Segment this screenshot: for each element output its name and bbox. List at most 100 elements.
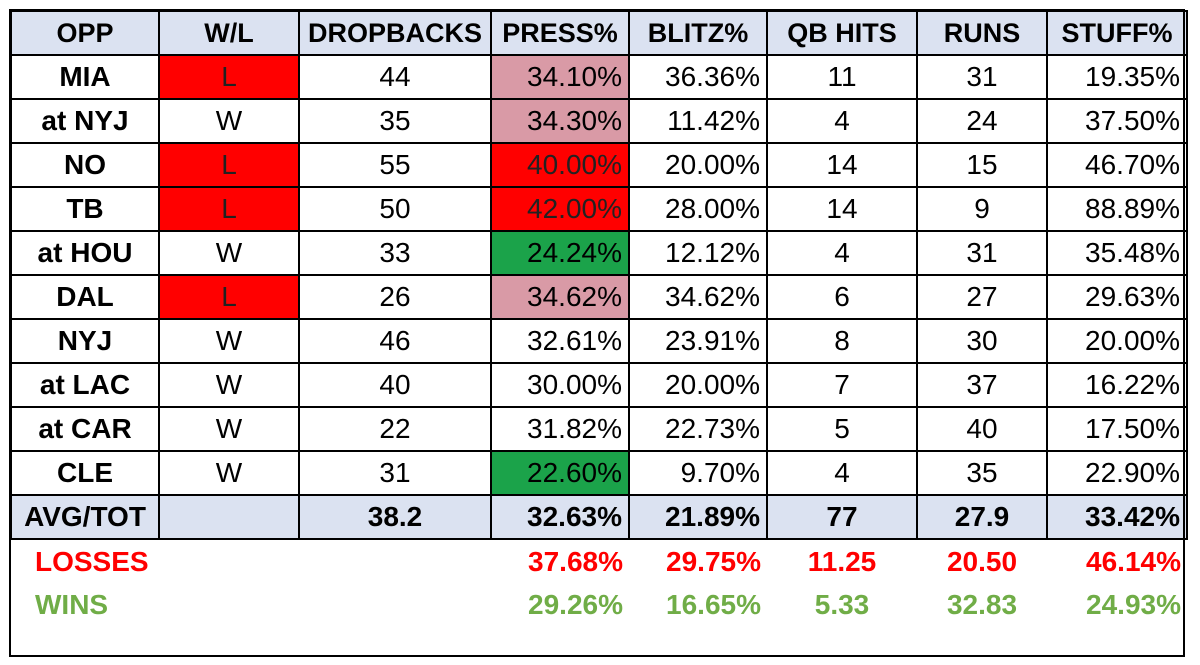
blitz-cell: 12.12%: [628, 230, 768, 276]
table-row: NYJ W 46 32.61% 23.91% 8 30 20.00%: [10, 318, 1188, 364]
losses-label: LOSSES: [11, 539, 491, 583]
blitz-cell: 20.00%: [628, 362, 768, 408]
header-qb-hits: QB HITS: [766, 10, 918, 56]
dropbacks-cell: 22: [298, 406, 492, 452]
qb-hits-cell: 11: [766, 54, 918, 100]
wins-press: 29.26%: [491, 583, 629, 627]
dropbacks-cell: 40: [298, 362, 492, 408]
losses-press: 37.68%: [491, 539, 629, 583]
header-runs: RUNS: [916, 10, 1048, 56]
dropbacks-cell: 26: [298, 274, 492, 320]
avg-blitz: 21.89%: [628, 494, 768, 540]
blitz-cell: 9.70%: [628, 450, 768, 496]
dropbacks-cell: 33: [298, 230, 492, 276]
avg-runs: 27.9: [916, 494, 1048, 540]
stuff-cell: 35.48%: [1046, 230, 1188, 276]
stuff-cell: 29.63%: [1046, 274, 1188, 320]
table-row: at CAR W 22 31.82% 22.73% 5 40 17.50%: [10, 406, 1188, 452]
avg-wl: [158, 494, 300, 540]
runs-cell: 37: [916, 362, 1048, 408]
wl-cell: W: [158, 318, 300, 364]
wl-cell: L: [158, 186, 300, 232]
opp-cell: at HOU: [10, 230, 160, 276]
wl-cell: W: [158, 98, 300, 144]
runs-cell: 40: [916, 406, 1048, 452]
wins-qb-hits: 5.33: [767, 583, 917, 627]
wins-runs: 32.83: [917, 583, 1047, 627]
runs-cell: 9: [916, 186, 1048, 232]
opp-cell: NYJ: [10, 318, 160, 364]
opp-cell: MIA: [10, 54, 160, 100]
qb-hits-cell: 14: [766, 186, 918, 232]
opp-cell: at NYJ: [10, 98, 160, 144]
avg-press: 32.63%: [490, 494, 630, 540]
table-row: NO L 55 40.00% 20.00% 14 15 46.70%: [10, 142, 1188, 188]
press-cell: 24.24%: [490, 230, 630, 276]
avg-total-row: AVG/TOT 38.2 32.63% 21.89% 77 27.9 33.42%: [10, 494, 1188, 540]
runs-cell: 30: [916, 318, 1048, 364]
blitz-cell: 28.00%: [628, 186, 768, 232]
opp-cell: at LAC: [10, 362, 160, 408]
opp-cell: DAL: [10, 274, 160, 320]
header-blitz: BLITZ%: [628, 10, 768, 56]
stuff-cell: 37.50%: [1046, 98, 1188, 144]
press-cell: 40.00%: [490, 142, 630, 188]
opp-cell: TB: [10, 186, 160, 232]
avg-label: AVG/TOT: [10, 494, 160, 540]
press-cell: 22.60%: [490, 450, 630, 496]
avg-dropbacks: 38.2: [298, 494, 492, 540]
qb-hits-cell: 14: [766, 142, 918, 188]
stats-table: OPP W/L DROPBACKS PRESS% BLITZ% QB HITS …: [10, 10, 1188, 627]
qb-hits-cell: 8: [766, 318, 918, 364]
header-opp: OPP: [10, 10, 160, 56]
stuff-cell: 22.90%: [1046, 450, 1188, 496]
wl-cell: W: [158, 362, 300, 408]
header-wl: W/L: [158, 10, 300, 56]
table-row: at LAC W 40 30.00% 20.00% 7 37 16.22%: [10, 362, 1188, 408]
wl-cell: L: [158, 54, 300, 100]
opp-cell: NO: [10, 142, 160, 188]
blitz-cell: 20.00%: [628, 142, 768, 188]
dropbacks-cell: 50: [298, 186, 492, 232]
press-cell: 42.00%: [490, 186, 630, 232]
runs-cell: 27: [916, 274, 1048, 320]
qb-hits-cell: 4: [766, 450, 918, 496]
stuff-cell: 20.00%: [1046, 318, 1188, 364]
blitz-cell: 36.36%: [628, 54, 768, 100]
avg-qb-hits: 77: [766, 494, 918, 540]
wl-cell: L: [158, 274, 300, 320]
runs-cell: 35: [916, 450, 1048, 496]
header-stuff: STUFF%: [1046, 10, 1188, 56]
runs-cell: 15: [916, 142, 1048, 188]
dropbacks-cell: 31: [298, 450, 492, 496]
table-row: TB L 50 42.00% 28.00% 14 9 88.89%: [10, 186, 1188, 232]
blitz-cell: 11.42%: [628, 98, 768, 144]
stuff-cell: 19.35%: [1046, 54, 1188, 100]
qb-hits-cell: 6: [766, 274, 918, 320]
dropbacks-cell: 55: [298, 142, 492, 188]
qb-hits-cell: 5: [766, 406, 918, 452]
blitz-cell: 22.73%: [628, 406, 768, 452]
wl-cell: L: [158, 142, 300, 188]
wins-label: WINS: [11, 583, 491, 627]
header-row: OPP W/L DROPBACKS PRESS% BLITZ% QB HITS …: [10, 10, 1188, 56]
losses-qb-hits: 11.25: [767, 539, 917, 583]
press-cell: 32.61%: [490, 318, 630, 364]
wins-stuff: 24.93%: [1047, 583, 1187, 627]
wl-cell: W: [158, 406, 300, 452]
opp-cell: at CAR: [10, 406, 160, 452]
runs-cell: 24: [916, 98, 1048, 144]
qb-hits-cell: 4: [766, 98, 918, 144]
press-cell: 34.62%: [490, 274, 630, 320]
avg-stuff: 33.42%: [1046, 494, 1188, 540]
losses-stuff: 46.14%: [1047, 539, 1187, 583]
qb-hits-cell: 7: [766, 362, 918, 408]
stuff-cell: 16.22%: [1046, 362, 1188, 408]
losses-blitz: 29.75%: [629, 539, 767, 583]
losses-runs: 20.50: [917, 539, 1047, 583]
press-cell: 31.82%: [490, 406, 630, 452]
stuff-cell: 88.89%: [1046, 186, 1188, 232]
table-row: at HOU W 33 24.24% 12.12% 4 31 35.48%: [10, 230, 1188, 276]
losses-row: LOSSES 37.68% 29.75% 11.25 20.50 46.14%: [11, 539, 1187, 583]
header-dropbacks: DROPBACKS: [298, 10, 492, 56]
